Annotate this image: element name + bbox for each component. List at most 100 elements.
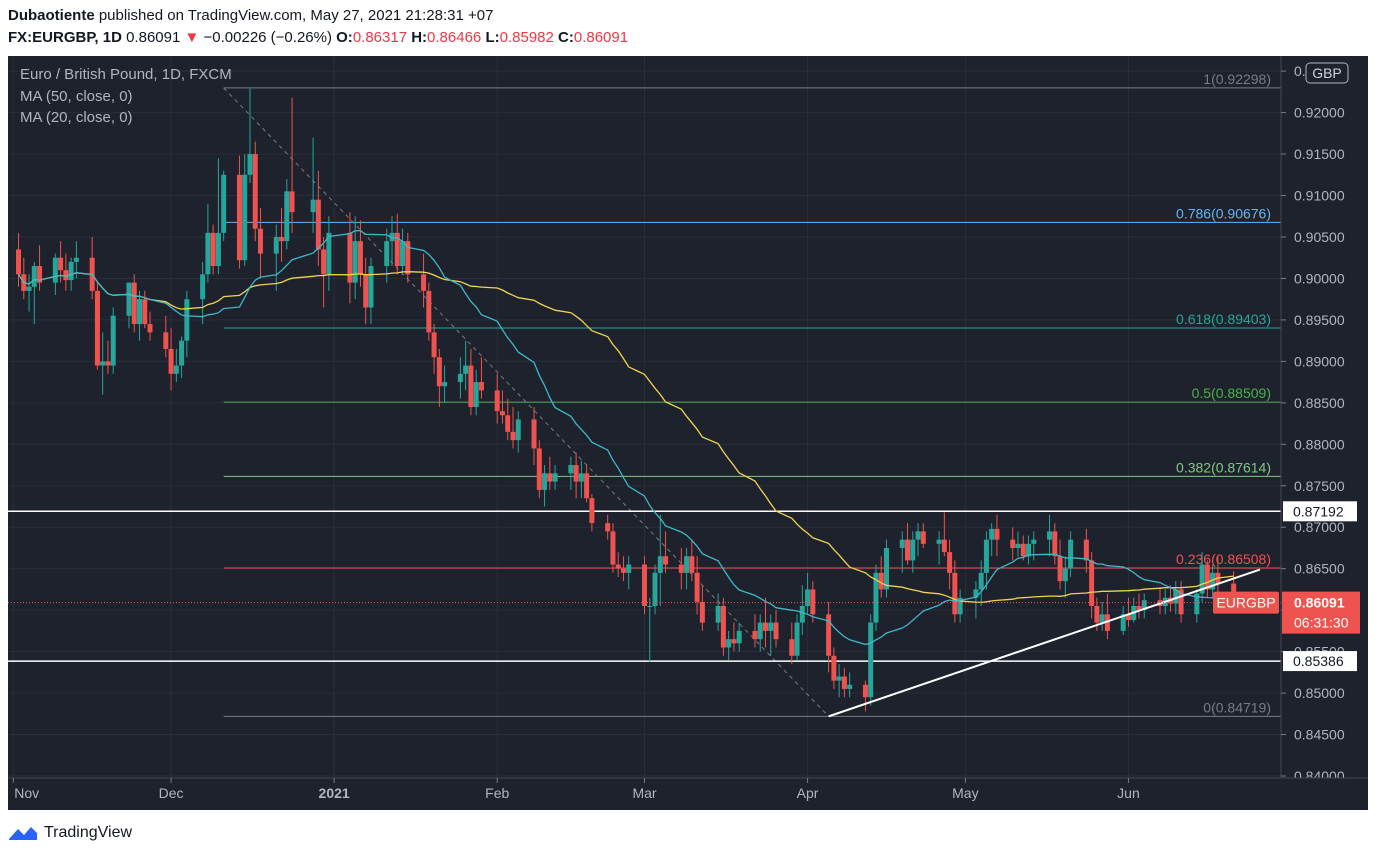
candle-body: [552, 473, 558, 482]
candle-body: [321, 249, 327, 275]
candle-body: [873, 572, 879, 623]
candle-body: [920, 531, 926, 544]
candle-body: [573, 465, 579, 482]
symbol-tag: EURGBP: [1216, 595, 1275, 611]
candle-body: [694, 572, 700, 602]
candle-body: [910, 539, 916, 561]
candle-body: [899, 539, 905, 548]
price-tick-label: 0.87500: [1294, 478, 1345, 494]
level-price-label: 0.87192: [1293, 503, 1344, 519]
open-value: 0.86317: [352, 29, 408, 46]
candle-body: [642, 564, 647, 607]
candle-body: [384, 241, 390, 267]
countdown-label: 06:31:30: [1294, 615, 1349, 631]
candle-body: [799, 606, 805, 623]
down-arrow-icon: ▼: [184, 29, 200, 46]
tradingview-logo-icon: [9, 827, 37, 840]
candle-body: [1104, 614, 1110, 631]
candle-body: [726, 639, 732, 648]
author-name[interactable]: Dubaotiente: [8, 7, 95, 24]
candle-body: [757, 622, 763, 640]
candle-body: [1210, 572, 1216, 590]
time-axis-bg: [8, 778, 1368, 810]
candle-body: [768, 622, 774, 631]
candle-body: [131, 282, 137, 325]
price-tick-label: 0.89000: [1294, 353, 1345, 369]
high-label: H:: [411, 29, 428, 46]
time-tick-label: 2021: [319, 785, 350, 801]
candle-body: [257, 228, 263, 254]
candle-body: [421, 274, 427, 291]
price-tick-label: 0.87000: [1294, 519, 1345, 535]
candle-body: [315, 199, 321, 250]
candle-body: [494, 390, 500, 412]
candle-body: [473, 382, 479, 407]
candle-body: [31, 266, 37, 287]
candle-body: [279, 236, 285, 242]
candle-body: [210, 232, 216, 267]
candle-body: [205, 232, 211, 275]
candle-body: [463, 365, 469, 374]
candle-body: [426, 290, 432, 333]
level-price-label: 0.85386: [1293, 653, 1344, 669]
chart-container[interactable]: [8, 56, 1368, 810]
candle-body: [142, 299, 148, 325]
price-tick-label: 0.91500: [1294, 146, 1345, 162]
candle-body: [1031, 539, 1037, 544]
candle-body: [689, 556, 695, 573]
candle-body: [1015, 543, 1021, 548]
candle-body: [826, 614, 832, 656]
candle-body: [1141, 600, 1147, 611]
candle-body: [952, 572, 958, 615]
symbol-label: FX:EURGBP, 1D: [8, 29, 122, 46]
candle-body: [978, 572, 984, 590]
candle-body: [752, 630, 758, 640]
low-value: 0.85982: [499, 29, 554, 46]
candle-body: [405, 241, 411, 275]
candle-body: [589, 498, 595, 524]
candle-body: [110, 315, 116, 366]
candle-body: [168, 348, 174, 374]
candle-body: [1178, 589, 1184, 615]
candle-body: [126, 282, 132, 316]
price-tick-label: 0.90000: [1294, 270, 1345, 286]
legend-ma20[interactable]: MA (20, close, 0): [20, 109, 133, 126]
candle-body: [989, 528, 995, 540]
candle-body: [442, 382, 448, 387]
candle-body: [242, 174, 248, 261]
candle-body: [626, 564, 632, 573]
price-tick-label: 0.92000: [1294, 105, 1345, 121]
price-tick-label: 0.86500: [1294, 561, 1345, 577]
candle-body: [163, 332, 169, 349]
candle-body: [936, 539, 942, 544]
low-label: L:: [485, 29, 500, 46]
candle-body: [1094, 606, 1100, 623]
candle-body: [657, 556, 663, 573]
candle-body: [1194, 593, 1200, 615]
ohlc-line: FX:EURGBP, 1D 0.86091 ▼ −0.00226 (−0.26%…: [8, 29, 628, 46]
legend-ma50[interactable]: MA (50, close, 0): [20, 88, 133, 105]
candle-body: [173, 365, 179, 374]
price-tick-label: 0.90500: [1294, 229, 1345, 245]
candle-body: [515, 419, 521, 441]
candle-body: [905, 539, 911, 561]
candle-body: [610, 531, 616, 565]
candle-body: [221, 174, 227, 233]
candle-body: [310, 199, 316, 213]
candle-body: [731, 639, 737, 644]
candle-body: [1089, 560, 1095, 607]
candle-body: [663, 556, 669, 565]
candle-body: [289, 191, 295, 213]
candle-body: [531, 419, 537, 449]
candle-body: [431, 332, 437, 358]
candle-body: [973, 589, 979, 598]
close-value: 0.86091: [573, 29, 629, 46]
fib-label-0.5: 0.5(0.88509): [1192, 385, 1271, 401]
candle-body: [457, 373, 463, 383]
brand-name: TradingView: [44, 824, 133, 841]
candle-body: [615, 564, 621, 569]
time-tick-label: Feb: [485, 785, 509, 801]
footer-brand: TradingView: [8, 820, 132, 846]
candle-body: [1199, 564, 1205, 594]
